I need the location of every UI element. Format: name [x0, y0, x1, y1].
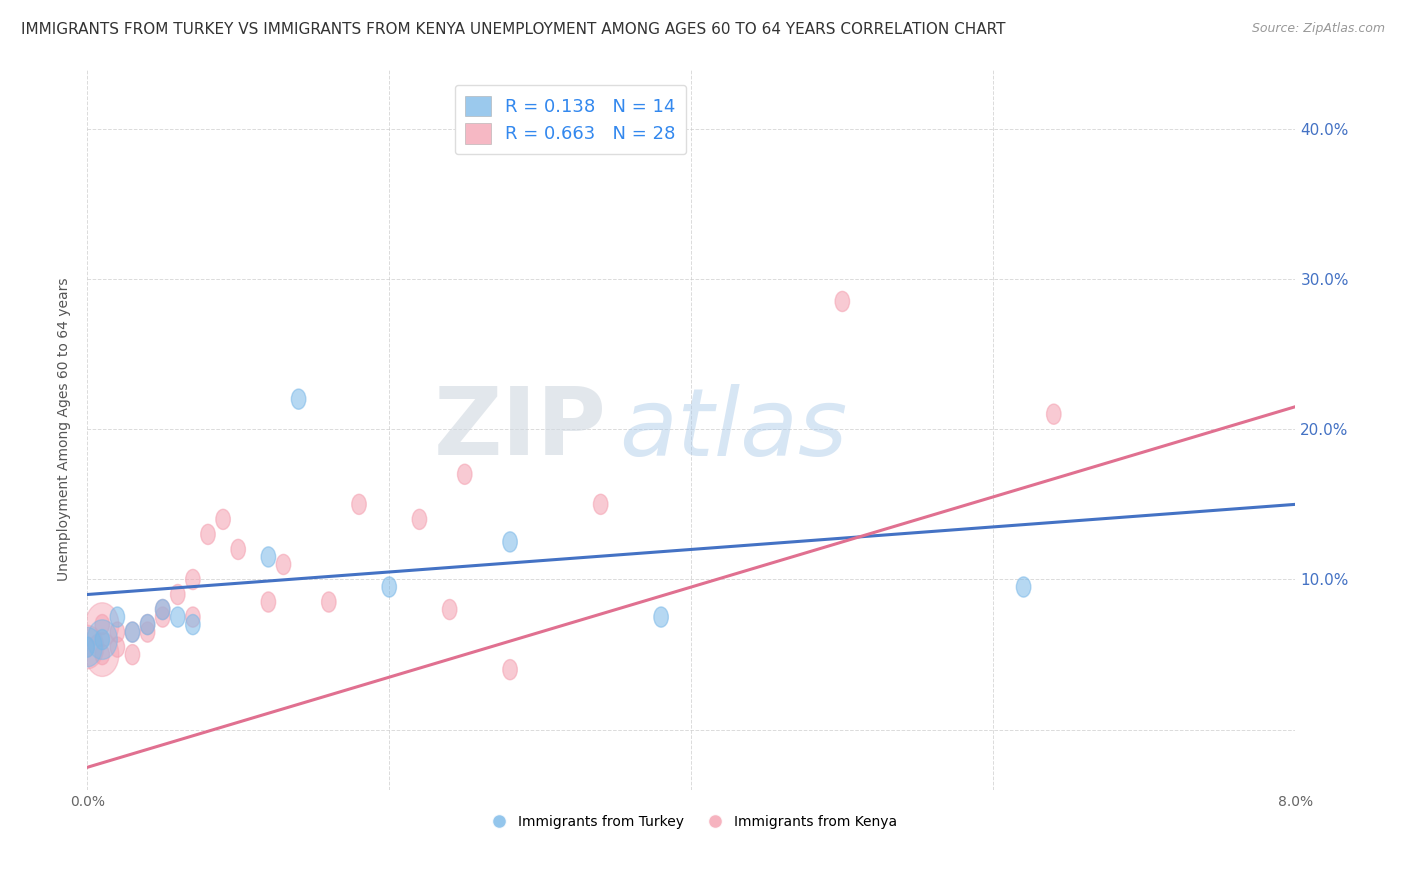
Ellipse shape	[276, 554, 291, 574]
Ellipse shape	[201, 524, 215, 544]
Ellipse shape	[141, 622, 155, 642]
Ellipse shape	[125, 622, 139, 642]
Ellipse shape	[141, 615, 155, 635]
Ellipse shape	[262, 547, 276, 567]
Ellipse shape	[72, 627, 103, 667]
Text: Source: ZipAtlas.com: Source: ZipAtlas.com	[1251, 22, 1385, 36]
Ellipse shape	[186, 569, 200, 590]
Ellipse shape	[1017, 577, 1031, 597]
Ellipse shape	[654, 607, 668, 627]
Ellipse shape	[170, 607, 186, 627]
Ellipse shape	[80, 637, 94, 657]
Ellipse shape	[443, 599, 457, 620]
Ellipse shape	[170, 584, 186, 605]
Ellipse shape	[1046, 404, 1062, 425]
Ellipse shape	[96, 630, 110, 649]
Ellipse shape	[110, 637, 125, 657]
Ellipse shape	[96, 615, 110, 635]
Ellipse shape	[156, 599, 170, 620]
Ellipse shape	[217, 509, 231, 530]
Ellipse shape	[186, 615, 200, 635]
Ellipse shape	[86, 603, 120, 647]
Ellipse shape	[87, 620, 117, 659]
Ellipse shape	[231, 540, 246, 559]
Ellipse shape	[503, 659, 517, 680]
Ellipse shape	[412, 509, 426, 530]
Text: ZIP: ZIP	[434, 384, 607, 475]
Ellipse shape	[96, 645, 110, 665]
Ellipse shape	[291, 389, 307, 409]
Ellipse shape	[156, 607, 170, 627]
Ellipse shape	[86, 632, 120, 676]
Ellipse shape	[503, 532, 517, 552]
Ellipse shape	[110, 622, 125, 642]
Ellipse shape	[110, 607, 125, 627]
Ellipse shape	[125, 622, 139, 642]
Ellipse shape	[352, 494, 367, 515]
Legend: Immigrants from Turkey, Immigrants from Kenya: Immigrants from Turkey, Immigrants from …	[479, 810, 903, 835]
Ellipse shape	[186, 607, 200, 627]
Ellipse shape	[70, 625, 104, 669]
Ellipse shape	[322, 592, 336, 612]
Ellipse shape	[457, 464, 472, 484]
Ellipse shape	[156, 599, 170, 620]
Ellipse shape	[382, 577, 396, 597]
Ellipse shape	[262, 592, 276, 612]
Ellipse shape	[80, 637, 94, 657]
Text: IMMIGRANTS FROM TURKEY VS IMMIGRANTS FROM KENYA UNEMPLOYMENT AMONG AGES 60 TO 64: IMMIGRANTS FROM TURKEY VS IMMIGRANTS FRO…	[21, 22, 1005, 37]
Y-axis label: Unemployment Among Ages 60 to 64 years: Unemployment Among Ages 60 to 64 years	[58, 277, 72, 581]
Text: atlas: atlas	[619, 384, 846, 475]
Ellipse shape	[125, 645, 139, 665]
Ellipse shape	[141, 615, 155, 635]
Ellipse shape	[593, 494, 607, 515]
Ellipse shape	[835, 292, 849, 311]
